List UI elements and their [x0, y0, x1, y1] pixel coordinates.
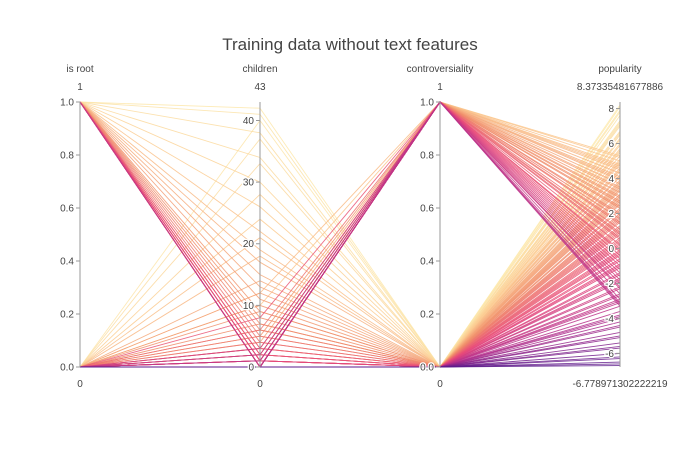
data-line — [79, 101, 621, 368]
data-line — [79, 101, 621, 368]
data-line — [79, 101, 621, 368]
data-line — [79, 181, 621, 368]
data-line — [79, 162, 621, 368]
data-line — [79, 101, 621, 368]
chart-title: Training data without text features — [222, 35, 477, 54]
axes: is root100.00.20.40.60.81.0children43001… — [59, 64, 668, 390]
range-max-label[interactable]: 43 — [254, 82, 266, 93]
tick-label: 1.0 — [420, 98, 434, 109]
axis-title: is root — [66, 64, 93, 75]
data-line — [79, 101, 621, 368]
data-line — [79, 202, 621, 368]
tick-label: -4 — [605, 314, 614, 325]
data-line — [79, 188, 621, 368]
data-line — [79, 101, 621, 368]
tick-label: -2 — [605, 279, 614, 290]
data-line — [79, 152, 621, 368]
tick-label: -6 — [605, 349, 614, 360]
data-line — [79, 101, 621, 368]
data-line — [79, 101, 621, 368]
tick-label: 0.8 — [60, 151, 74, 162]
data-line — [79, 101, 621, 368]
tick-label: 6 — [608, 139, 614, 150]
tick-label: 0.6 — [60, 204, 74, 215]
data-line — [79, 143, 621, 368]
tick-label: 0.8 — [420, 151, 434, 162]
data-line — [79, 101, 621, 368]
axis-controversiality: controversiality 1 00.0 0.2 0.4 0.6 0.8 1.0 — [407, 64, 474, 390]
tick-label: 0.0 — [60, 363, 74, 374]
tick-label: 40 — [243, 116, 255, 127]
data-line — [79, 101, 621, 368]
data-line — [79, 101, 621, 368]
data-line — [79, 101, 621, 368]
axis-popularity: popularity 8.37335481677886 -6.77897130222… — [572, 64, 668, 390]
data-line — [79, 195, 621, 368]
data-line — [80, 365, 621, 368]
tick-label: 1.0 — [60, 98, 74, 109]
data-lines — [79, 101, 621, 368]
data-line — [79, 101, 621, 368]
tick-label: 0.2 — [60, 310, 74, 321]
range-max-label[interactable]: 8.37335481677886 — [577, 82, 664, 93]
tick-label: 8 — [608, 104, 614, 115]
tick-label: 4 — [608, 174, 614, 185]
data-line — [79, 101, 621, 368]
tick-label: 10 — [243, 301, 255, 312]
data-line — [79, 132, 621, 368]
data-line — [79, 101, 621, 368]
tick-label: 0.4 — [420, 257, 434, 268]
axis-title: popularity — [598, 64, 641, 75]
tick-label: 0.6 — [420, 204, 434, 215]
axis-title: controversiality — [407, 64, 474, 75]
axis-children: children 43 00 10 20 30 40 — [242, 64, 278, 390]
data-line — [79, 101, 621, 368]
data-line — [79, 101, 621, 368]
tick-label: 0 — [248, 363, 254, 374]
range-min-label[interactable]: 0 — [77, 379, 83, 390]
tick-label: 0.0 — [420, 363, 434, 374]
data-line — [79, 101, 621, 368]
data-line — [79, 101, 621, 368]
tick-label: 20 — [243, 239, 255, 250]
data-line — [79, 101, 621, 368]
range-min-label[interactable]: 0 — [257, 379, 263, 390]
tick-label: 30 — [243, 178, 255, 189]
data-line — [79, 101, 621, 368]
range-min-label[interactable]: -6.778971302222219 — [572, 379, 668, 390]
range-min-label[interactable]: 0 — [437, 379, 443, 390]
data-line — [79, 111, 621, 368]
tick-label: 0.4 — [60, 257, 74, 268]
data-line — [79, 122, 621, 368]
data-line — [79, 101, 621, 368]
data-line — [79, 169, 621, 368]
axis-is-root: is root 1 00.0 0.2 0.4 0.6 0.8 1.0 — [59, 64, 94, 390]
data-line — [79, 101, 621, 368]
axis-title: children — [242, 64, 277, 75]
range-max-label[interactable]: 1 — [77, 82, 83, 93]
tick-label: 0 — [608, 244, 614, 255]
tick-label: 2 — [608, 209, 614, 220]
data-line — [79, 101, 621, 368]
tick-label: 0.2 — [420, 310, 434, 321]
range-max-label[interactable]: 1 — [437, 82, 443, 93]
